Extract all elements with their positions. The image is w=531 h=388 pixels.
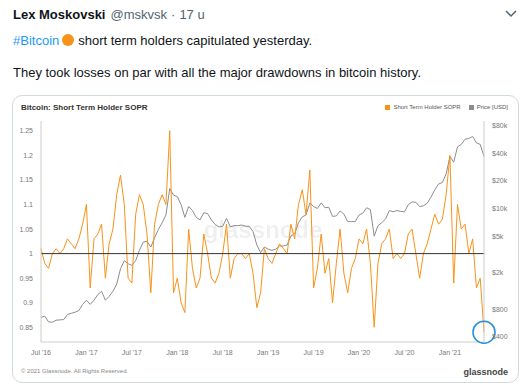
svg-text:Jan '18: Jan '18	[166, 349, 188, 356]
svg-text:0.85: 0.85	[19, 324, 33, 331]
html-text:glassnode: glassnode	[463, 367, 508, 377]
html-text:short term holders capitulated: short term holders capitulated yesterday…	[78, 33, 313, 48]
svg-text:1.2: 1.2	[23, 152, 33, 159]
html-text:#Bitcoin: #Bitcoin	[13, 33, 60, 48]
svg-text:Jul '19: Jul '19	[304, 349, 324, 356]
svg-text:1.25: 1.25	[19, 127, 33, 134]
svg-text:Jan '21: Jan '21	[439, 349, 461, 356]
svg-text:$40k: $40k	[492, 150, 508, 157]
svg-text:0.95: 0.95	[19, 275, 33, 282]
svg-text:$5k: $5k	[492, 233, 504, 240]
svg-text:1.1: 1.1	[23, 201, 33, 208]
svg-text:$80k: $80k	[492, 122, 508, 129]
svg-text:Jan '19: Jan '19	[257, 349, 279, 356]
svg-text:$400: $400	[492, 333, 508, 340]
svg-text:Jul '16: Jul '16	[31, 349, 51, 356]
svg-text:$10k: $10k	[492, 205, 508, 212]
svg-text:$2k: $2k	[492, 269, 504, 276]
html-text:Price [USD]: Price [USD]	[476, 104, 508, 110]
html-text:© 2021 Glassnode. All Rights R: © 2021 Glassnode. All Rights Reserved.	[21, 368, 129, 374]
svg-text:0.9: 0.9	[23, 299, 33, 306]
html-text:Short Term Holder SOPR: Short Term Holder SOPR	[393, 104, 461, 110]
html-text:Lex Moskovski @mskvsk · 17 u: Lex Moskovski @mskvsk · 17 u	[13, 7, 205, 22]
svg-text:1.15: 1.15	[19, 176, 33, 183]
svg-text:$800: $800	[492, 306, 508, 313]
svg-text:Jan '20: Jan '20	[348, 349, 370, 356]
html-text:Bitcoin: Short Term Holder SOP: Bitcoin: Short Term Holder SOPR	[21, 103, 148, 112]
svg-text:1.05: 1.05	[19, 226, 33, 233]
svg-text:Jul '18: Jul '18	[213, 349, 233, 356]
svg-text:Jul '20: Jul '20	[394, 349, 414, 356]
html-text:glassnode: glassnode	[203, 216, 323, 243]
svg-text:$20k: $20k	[492, 177, 508, 184]
svg-text:Jan '17: Jan '17	[75, 349, 97, 356]
svg-text:1: 1	[29, 250, 33, 257]
html-text:They took losses on par with a: They took losses on par with all the maj…	[13, 65, 421, 80]
svg-text:Jul '17: Jul '17	[122, 349, 142, 356]
